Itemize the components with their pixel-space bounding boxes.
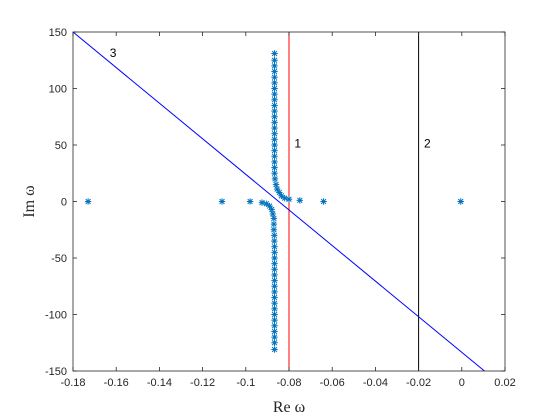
data-point bbox=[271, 170, 278, 177]
x-tick-label: -0.06 bbox=[320, 377, 345, 389]
line-label-2: 2 bbox=[424, 136, 431, 150]
x-tick-label: -0.18 bbox=[60, 377, 85, 389]
data-point bbox=[271, 249, 278, 256]
data-point bbox=[271, 305, 278, 313]
data-point bbox=[271, 85, 278, 92]
data-point bbox=[271, 260, 278, 267]
data-point bbox=[271, 300, 278, 307]
data-point bbox=[271, 243, 278, 250]
data-point bbox=[296, 197, 303, 204]
data-point bbox=[271, 266, 278, 273]
data-point bbox=[271, 164, 278, 171]
x-tick-label: -0.02 bbox=[406, 377, 431, 389]
data-point bbox=[271, 124, 278, 132]
data-point bbox=[271, 153, 278, 160]
data-point bbox=[271, 68, 278, 75]
reference-line-3 bbox=[73, 32, 485, 371]
data-point bbox=[258, 199, 266, 206]
data-point bbox=[271, 62, 278, 70]
data-point bbox=[271, 339, 278, 346]
data-point bbox=[271, 322, 278, 329]
data-point bbox=[270, 220, 278, 228]
data-point bbox=[271, 294, 278, 301]
data-point bbox=[271, 107, 278, 115]
y-tick-label: 0 bbox=[61, 197, 67, 209]
y-tick-label: 100 bbox=[49, 84, 67, 96]
data-point bbox=[271, 119, 278, 126]
data-point bbox=[269, 210, 276, 218]
data-point bbox=[271, 288, 278, 296]
y-tick-label: -150 bbox=[45, 366, 67, 378]
data-point bbox=[271, 316, 278, 324]
data-point bbox=[271, 57, 278, 64]
data-point bbox=[271, 333, 278, 341]
x-tick-label: -0.1 bbox=[236, 377, 255, 389]
data-point bbox=[271, 130, 278, 137]
tick-labels: -0.18 -0.16 -0.14 -0.12 -0.1 -0.08 -0.06 -0.04 -… bbox=[45, 27, 516, 389]
y-tick-label: -50 bbox=[51, 253, 67, 265]
data-point bbox=[268, 206, 275, 213]
data-point bbox=[285, 196, 293, 203]
data-point bbox=[273, 185, 281, 193]
data-point bbox=[278, 192, 285, 200]
data-point bbox=[246, 198, 254, 205]
data-point bbox=[266, 202, 273, 210]
x-tick-label: 0.02 bbox=[494, 377, 515, 389]
line-label-3: 3 bbox=[110, 46, 117, 60]
data-point bbox=[271, 102, 278, 109]
data-point bbox=[271, 74, 278, 81]
data-point bbox=[271, 50, 278, 57]
data-point bbox=[276, 189, 283, 196]
data-point bbox=[271, 158, 278, 166]
data-point bbox=[271, 283, 278, 290]
data-point bbox=[271, 79, 278, 87]
data-point bbox=[84, 198, 92, 205]
data-point bbox=[271, 147, 278, 154]
y-tick-label: 150 bbox=[49, 27, 67, 39]
x-tick-label: -0.08 bbox=[276, 377, 301, 389]
data-point bbox=[271, 277, 278, 284]
x-tick-label: -0.12 bbox=[190, 377, 215, 389]
data-point bbox=[271, 90, 278, 98]
y-tick-label: -100 bbox=[45, 310, 67, 322]
data-point bbox=[271, 328, 278, 335]
data-point bbox=[271, 175, 279, 183]
x-tick-label: -0.04 bbox=[363, 377, 388, 389]
data-point bbox=[271, 311, 278, 318]
axes bbox=[72, 31, 506, 372]
data-point bbox=[271, 136, 278, 143]
x-tick-label: -0.14 bbox=[147, 377, 172, 389]
data-point bbox=[271, 271, 278, 279]
data-point bbox=[271, 254, 278, 262]
data-point bbox=[320, 198, 327, 205]
data-point bbox=[271, 96, 278, 103]
x-tick-label: -0.16 bbox=[104, 377, 129, 389]
x-tick-label: 0 bbox=[459, 377, 465, 389]
data-point bbox=[271, 232, 278, 239]
data-points bbox=[84, 50, 464, 353]
line-label-1: 1 bbox=[294, 136, 301, 150]
x-axis-label: Re ω bbox=[273, 399, 305, 416]
data-point bbox=[271, 141, 278, 149]
data-point bbox=[271, 346, 278, 353]
data-point bbox=[218, 198, 226, 205]
data-point bbox=[457, 198, 464, 205]
data-point bbox=[271, 237, 278, 245]
data-point bbox=[263, 200, 270, 207]
line-labels: 1 2 3 bbox=[110, 46, 431, 150]
data-point bbox=[281, 194, 288, 202]
data-point bbox=[270, 215, 278, 222]
y-axis-label: Im ω bbox=[21, 185, 38, 217]
data-point bbox=[272, 181, 280, 188]
data-point bbox=[270, 226, 278, 233]
y-tick-label: 50 bbox=[55, 140, 67, 152]
data-point bbox=[271, 113, 278, 120]
